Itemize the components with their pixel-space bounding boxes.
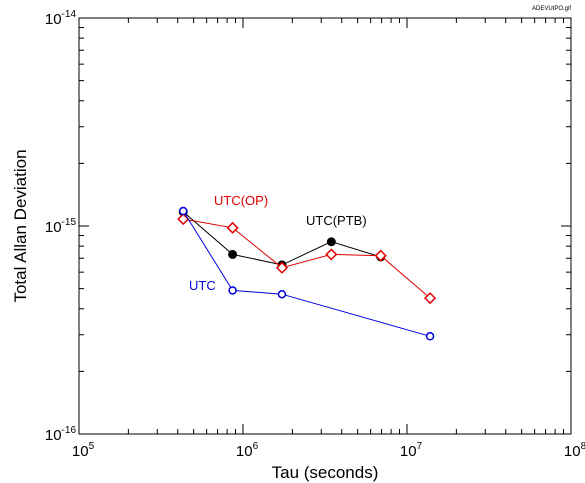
series-2 (178, 206, 435, 341)
series-labels: UTC(PTB) UTC(OP) UTC (189, 193, 367, 293)
x-tick-label: 107 (400, 441, 423, 460)
y-tick-label: 10-16 (45, 425, 77, 444)
series-label-utc-op: UTC(OP) (214, 193, 268, 208)
y-axis-title: Total Allan Deviation (11, 149, 30, 302)
x-tick-label: 108 (564, 441, 585, 460)
y-tick-label: 10-15 (45, 217, 77, 236)
series-label-utc-ptb: UTC(PTB) (306, 213, 367, 228)
data-point (277, 289, 287, 299)
y-tick-label: 10-14 (45, 9, 77, 28)
series-line (183, 218, 431, 299)
data-point (424, 292, 437, 305)
series-layer (177, 206, 437, 341)
data-point (177, 212, 190, 226)
series-1 (177, 212, 437, 305)
x-tick-label: 106 (236, 441, 259, 460)
data-point (228, 286, 237, 295)
data-point (226, 221, 239, 234)
data-point (326, 237, 336, 247)
x-tick-label: 105 (72, 441, 95, 460)
series-line (182, 210, 431, 337)
data-point (325, 248, 338, 261)
series-label-utc: UTC (189, 278, 216, 293)
x-tick-labels: 105 106 107 108 (72, 441, 585, 460)
data-point (425, 332, 435, 341)
y-tick-labels: 10-16 10-15 10-14 (45, 9, 77, 444)
file-label: ADEVUtPO.gif (532, 6, 571, 12)
axis-ticks (79, 18, 571, 434)
data-point (178, 206, 188, 216)
data-point (228, 249, 238, 259)
data-point (275, 261, 289, 274)
data-point (374, 249, 387, 262)
x-axis-title: Tau (seconds) (272, 463, 379, 482)
